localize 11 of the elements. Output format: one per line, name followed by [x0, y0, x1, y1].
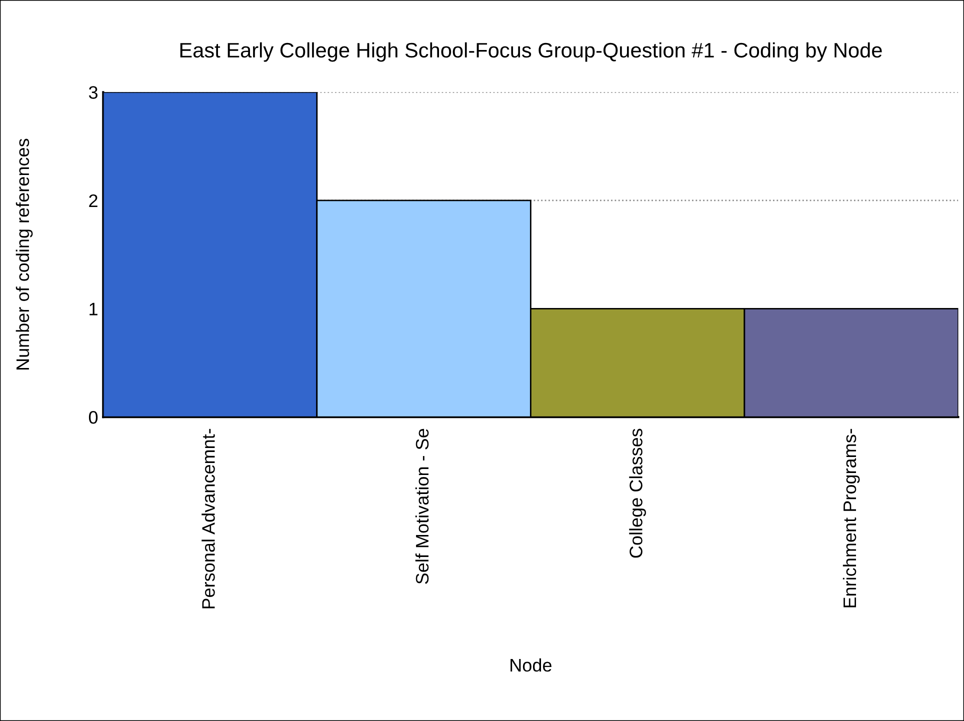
x-tick-label: Personal Advancemnt- — [202, 428, 215, 608]
y-tick-label: 0 — [88, 410, 98, 424]
y-tick-label: 2 — [89, 194, 98, 207]
y-tick-label: 1 — [90, 302, 98, 316]
x-tick-label: College Classes — [629, 428, 646, 558]
y-tick-label: 3 — [88, 86, 98, 99]
x-tick-label: Self Motivation - Se — [415, 428, 429, 584]
chart-title: East Early College High School-Focus Group-Question #1 - Coding by Node — [180, 42, 882, 62]
y-axis-title: Number of coding references — [16, 138, 33, 370]
x-axis-title: Node — [510, 658, 552, 672]
x-tick-label: Enrichment Programs- — [842, 428, 860, 608]
